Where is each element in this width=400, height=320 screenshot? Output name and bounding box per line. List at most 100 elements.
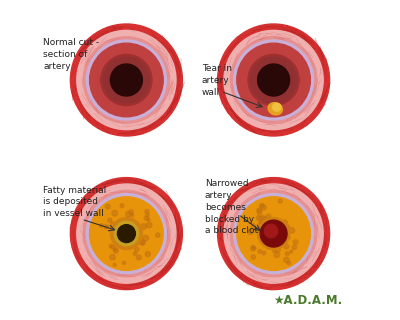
Circle shape <box>262 215 264 219</box>
Circle shape <box>113 263 116 266</box>
Circle shape <box>258 64 290 96</box>
Circle shape <box>259 232 264 237</box>
Circle shape <box>145 252 150 257</box>
Circle shape <box>137 229 140 233</box>
Circle shape <box>90 197 163 270</box>
Circle shape <box>276 235 280 239</box>
Circle shape <box>129 218 133 222</box>
Circle shape <box>253 247 256 250</box>
Circle shape <box>120 204 124 208</box>
Circle shape <box>237 43 310 117</box>
Circle shape <box>289 228 295 233</box>
Circle shape <box>283 220 288 225</box>
Circle shape <box>237 197 310 270</box>
Circle shape <box>256 216 261 220</box>
Circle shape <box>140 240 144 244</box>
Circle shape <box>113 236 116 240</box>
Circle shape <box>269 238 273 243</box>
Circle shape <box>125 240 129 244</box>
Circle shape <box>134 247 139 252</box>
Ellipse shape <box>268 103 282 115</box>
Circle shape <box>105 226 108 229</box>
Circle shape <box>259 220 263 224</box>
Circle shape <box>143 235 148 241</box>
Circle shape <box>257 210 262 215</box>
Circle shape <box>131 232 136 236</box>
Circle shape <box>127 227 132 232</box>
Circle shape <box>90 43 163 117</box>
Circle shape <box>126 225 128 228</box>
Circle shape <box>248 229 254 235</box>
Circle shape <box>218 178 330 290</box>
Circle shape <box>140 240 145 245</box>
Circle shape <box>251 245 255 249</box>
Circle shape <box>266 214 271 219</box>
Circle shape <box>290 250 293 253</box>
Circle shape <box>119 232 124 237</box>
Circle shape <box>264 224 278 238</box>
Circle shape <box>113 248 117 251</box>
Circle shape <box>251 247 255 251</box>
Circle shape <box>129 238 135 244</box>
Circle shape <box>128 230 132 234</box>
Circle shape <box>272 249 276 252</box>
Circle shape <box>128 244 131 247</box>
Circle shape <box>112 210 118 216</box>
Circle shape <box>118 225 135 243</box>
Circle shape <box>145 210 149 213</box>
Circle shape <box>118 229 123 234</box>
Circle shape <box>284 244 289 249</box>
Circle shape <box>258 250 262 253</box>
Circle shape <box>262 251 266 255</box>
Circle shape <box>258 218 290 250</box>
Circle shape <box>292 245 297 250</box>
Circle shape <box>263 239 266 243</box>
Circle shape <box>70 178 182 290</box>
Circle shape <box>86 40 166 120</box>
Circle shape <box>108 218 112 222</box>
Circle shape <box>224 184 323 283</box>
Circle shape <box>257 208 261 212</box>
Circle shape <box>278 222 284 228</box>
Circle shape <box>260 204 264 208</box>
Circle shape <box>77 184 176 283</box>
Circle shape <box>286 235 290 239</box>
Circle shape <box>136 255 141 260</box>
Circle shape <box>144 216 149 220</box>
Circle shape <box>258 216 261 219</box>
Circle shape <box>119 229 124 235</box>
Circle shape <box>83 37 170 123</box>
Circle shape <box>145 213 149 217</box>
Circle shape <box>265 232 269 236</box>
Circle shape <box>127 229 132 234</box>
Circle shape <box>104 225 108 229</box>
Circle shape <box>278 229 282 234</box>
Circle shape <box>129 210 133 214</box>
Circle shape <box>117 226 122 231</box>
Circle shape <box>268 236 272 239</box>
Circle shape <box>106 204 110 209</box>
Circle shape <box>285 252 289 256</box>
Circle shape <box>274 229 278 233</box>
Text: ★A.D.A.M.: ★A.D.A.M. <box>274 294 343 307</box>
Circle shape <box>230 190 317 277</box>
Circle shape <box>278 199 282 203</box>
Circle shape <box>127 237 132 243</box>
Circle shape <box>103 57 150 103</box>
Circle shape <box>224 30 323 130</box>
Circle shape <box>266 245 270 249</box>
Circle shape <box>273 234 277 239</box>
Circle shape <box>110 64 142 96</box>
Circle shape <box>269 229 272 232</box>
Circle shape <box>146 222 152 228</box>
Circle shape <box>293 240 298 244</box>
Circle shape <box>259 222 263 226</box>
Circle shape <box>277 229 280 233</box>
Circle shape <box>267 228 271 232</box>
Circle shape <box>141 224 146 229</box>
Circle shape <box>131 213 134 216</box>
Circle shape <box>111 245 115 249</box>
Circle shape <box>260 220 287 247</box>
Circle shape <box>260 226 264 230</box>
Circle shape <box>250 57 297 103</box>
